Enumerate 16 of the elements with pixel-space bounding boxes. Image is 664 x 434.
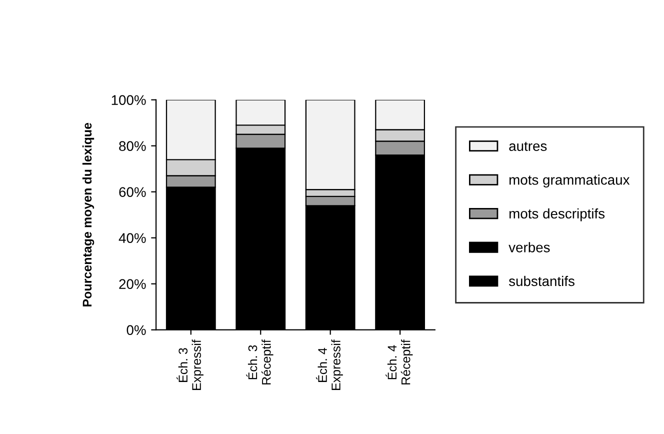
x-tick-label: Éch. 3 Expressif xyxy=(176,340,204,390)
x-tick-label: Éch. 3 Réceptif xyxy=(246,340,274,384)
y-tick-label: 20% xyxy=(119,279,146,290)
y-tick-label: 40% xyxy=(118,233,146,243)
y-tick-label: 100% xyxy=(112,95,146,105)
legend-label: verbes xyxy=(508,242,550,252)
y-tick-label: 60% xyxy=(119,187,146,197)
x-tick-label: Éch. 4 Réceptif xyxy=(386,340,413,384)
y-tick-label: 0% xyxy=(126,325,146,336)
y-tick-label: 80% xyxy=(119,141,146,151)
y-axis-title: Pourcentage moyen du lexique xyxy=(82,122,94,306)
legend-label: mots descriptifs xyxy=(510,208,605,222)
x-tick-label: Éch. 4 Expressif xyxy=(316,340,343,390)
legend-label: mots grammaticaux xyxy=(510,174,630,188)
legend-label: substantifs xyxy=(508,276,574,286)
legend-label: autres xyxy=(509,142,547,151)
